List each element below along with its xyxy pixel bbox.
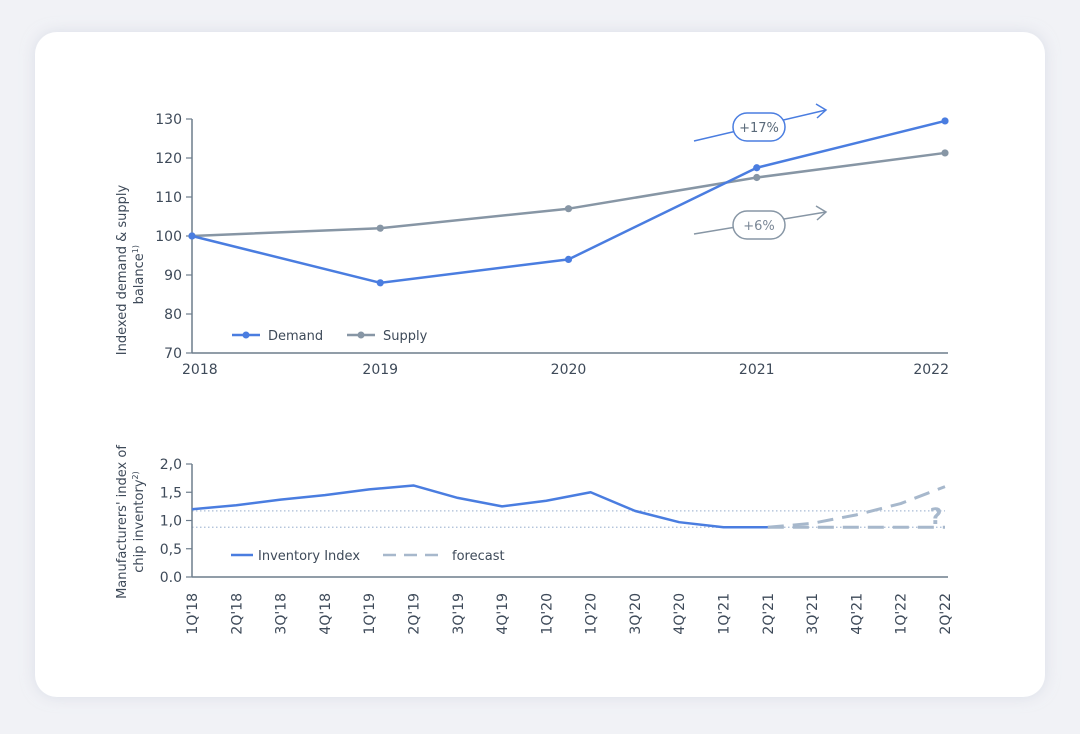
bottom-x-tick-label: 2Q'22 bbox=[938, 593, 954, 635]
bottom-x-tick-label: 4Q'20 bbox=[672, 593, 688, 635]
bottom-y-axis-label-line1: Manufacturers' index of bbox=[115, 445, 130, 599]
bottom-x-tick-label: 1Q'20 bbox=[584, 593, 600, 635]
bottom-x-tick-label: 2Q'21 bbox=[761, 593, 777, 635]
supply-line bbox=[191, 151, 946, 238]
legend-forecast-label: forecast bbox=[452, 549, 505, 564]
top-y-axis-footnote: 1) bbox=[131, 245, 140, 253]
legend-supply-label: Supply bbox=[383, 329, 428, 344]
arrow-head-icon bbox=[815, 103, 828, 119]
supply-point bbox=[753, 173, 761, 182]
bottom-x-tick-label: 1Q'20 bbox=[539, 593, 555, 635]
bottom-x-tick-label: 3Q'20 bbox=[628, 593, 644, 635]
arrow-head-icon bbox=[815, 205, 828, 221]
top-x-tick-label: 2018 bbox=[182, 362, 218, 378]
legend-demand-marker bbox=[242, 331, 250, 339]
demand-point bbox=[376, 279, 384, 287]
forecast-line bbox=[767, 485, 946, 529]
bottom-x-tick-label: 2Q'19 bbox=[406, 593, 422, 635]
legend-demand-label: Demand bbox=[268, 329, 323, 344]
bottom-y-axis-label-text: chip inventory bbox=[132, 479, 147, 573]
bottom-y-tick-label: 1,0 bbox=[160, 514, 182, 530]
top-y-tick-label: 110 bbox=[155, 190, 182, 206]
bottom-x-tick-label: 4Q'21 bbox=[849, 593, 865, 635]
inventory-chart: Manufacturers' index of chip inventory2)… bbox=[115, 445, 954, 635]
top-y-axis-label-text: balance bbox=[132, 253, 147, 304]
demand-point bbox=[564, 255, 573, 263]
top-y-tick-label: 120 bbox=[155, 151, 182, 167]
top-y-tick-label: 100 bbox=[155, 229, 182, 245]
growth-annotation-supply: +6% bbox=[693, 205, 828, 240]
bottom-x-tick-label: 3Q'21 bbox=[805, 593, 821, 635]
bottom-x-tick-label: 1Q'22 bbox=[894, 593, 910, 635]
growth-annotation-demand: +17% bbox=[693, 103, 828, 142]
top-x-tick-label: 2021 bbox=[739, 362, 775, 378]
bottom-x-tick-label: 3Q'19 bbox=[451, 593, 467, 635]
bottom-y-tick-label: 0.0 bbox=[160, 570, 182, 586]
bottom-x-tick-label: 4Q'18 bbox=[318, 593, 334, 635]
growth-badge-label: +17% bbox=[739, 121, 779, 136]
legend-supply-marker bbox=[357, 331, 365, 339]
legend-inventory-label: Inventory Index bbox=[258, 549, 360, 564]
demand-supply-chart: Indexed demand & supply balance1) 130 120… bbox=[115, 103, 949, 378]
bottom-x-tick-label: 1Q'19 bbox=[362, 593, 378, 635]
top-y-axis-label-line1: Indexed demand & supply bbox=[115, 185, 130, 356]
top-x-tick-label: 2022 bbox=[913, 362, 949, 378]
top-x-tick-label: 2019 bbox=[362, 362, 398, 378]
bottom-legend: Inventory Index forecast bbox=[231, 549, 505, 564]
top-y-tick-label: 80 bbox=[164, 307, 182, 323]
growth-badge bbox=[732, 210, 786, 240]
bottom-x-tick-label: 1Q'18 bbox=[185, 593, 201, 635]
inventory-index-line bbox=[191, 484, 768, 529]
top-y-tick-label: 130 bbox=[155, 112, 182, 128]
forecast-question-mark: ? bbox=[930, 505, 943, 530]
demand-point bbox=[753, 164, 761, 172]
demand-point bbox=[941, 117, 949, 125]
bottom-y-tick-label: 0,5 bbox=[160, 542, 182, 558]
top-y-tick-label: 70 bbox=[164, 346, 182, 362]
bottom-y-axis-label-line2: chip inventory2) bbox=[131, 471, 147, 572]
bottom-x-tick-label: 4Q'19 bbox=[495, 593, 511, 635]
bottom-x-tick-label: 2Q'18 bbox=[229, 593, 245, 635]
top-legend: Demand Supply bbox=[232, 329, 428, 344]
supply-point bbox=[941, 149, 949, 157]
bottom-y-axis-footnote: 2) bbox=[131, 471, 140, 479]
bottom-y-tick-label: 2,0 bbox=[160, 457, 182, 473]
bottom-x-tick-label: 3Q'18 bbox=[274, 593, 290, 635]
growth-badge bbox=[732, 112, 786, 142]
top-y-tick-label: 90 bbox=[164, 268, 182, 284]
chart-card bbox=[35, 32, 1045, 697]
growth-badge-label: +6% bbox=[743, 219, 775, 234]
supply-point bbox=[564, 205, 573, 213]
bottom-y-tick-label: 1,5 bbox=[160, 485, 182, 501]
top-x-tick-label: 2020 bbox=[551, 362, 587, 378]
demand-point bbox=[188, 232, 196, 240]
top-y-axis-label-line2: balance1) bbox=[131, 245, 147, 304]
supply-point bbox=[376, 224, 384, 232]
bottom-x-tick-label: 1Q'21 bbox=[717, 593, 733, 635]
